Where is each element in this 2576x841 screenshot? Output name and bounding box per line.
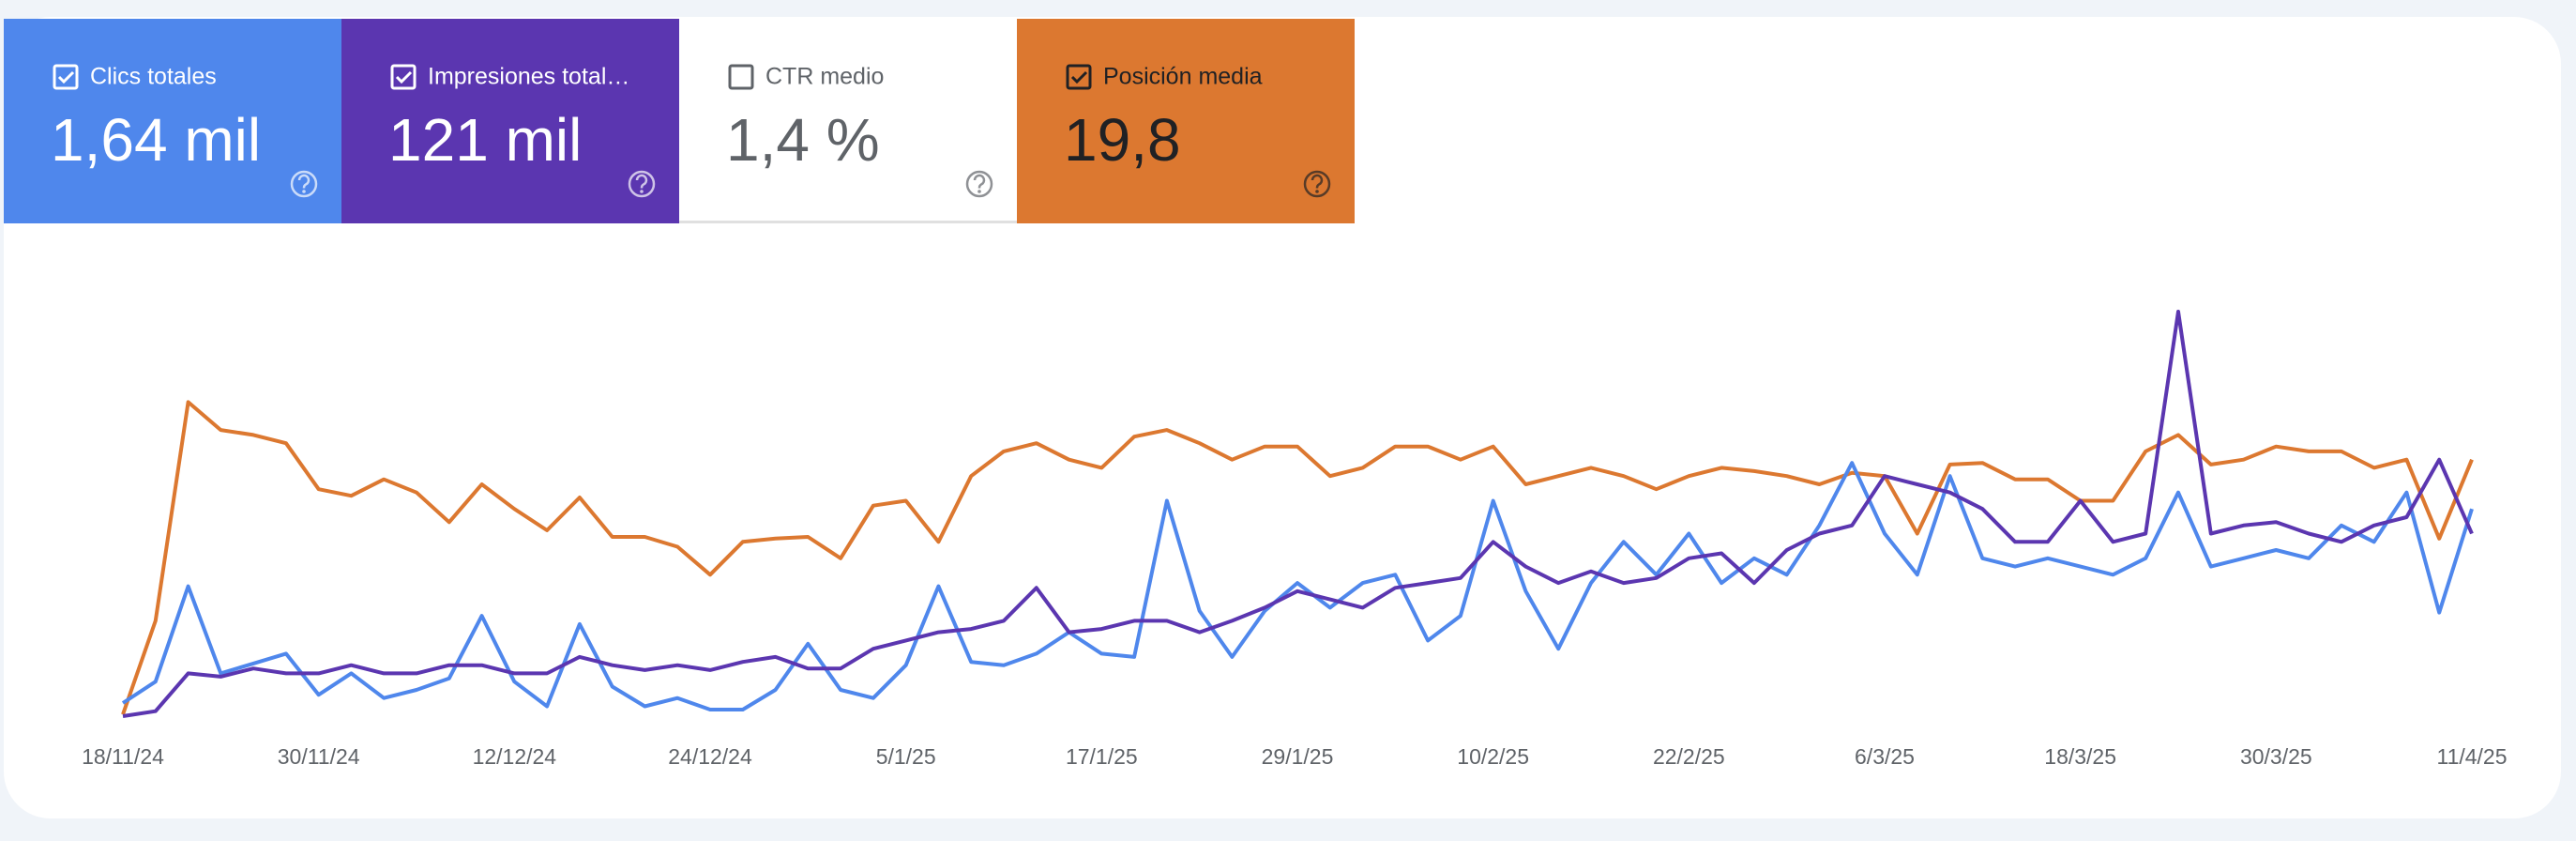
check-mark [395,70,413,84]
help-icon[interactable] [965,170,993,198]
help-icon[interactable] [1303,170,1331,198]
card-bg [679,19,1017,223]
card-border [679,221,1017,223]
series-line [121,461,2474,711]
help-dot [977,190,981,193]
help-dot [1315,190,1319,193]
check-mark [1070,70,1088,84]
chart: 18/11/24 30/11/24 12/12/24 24/12/24 5/1/25 17… [82,310,2508,769]
help-icon[interactable] [290,170,318,198]
help-dot [302,190,306,193]
x-tick-label: 30/3/25 [2240,744,2312,769]
card-bg [1017,19,1355,223]
metric-value: 1,4 % [726,106,880,174]
x-tick-label: 29/1/25 [1262,744,1334,769]
help-glyph [973,174,986,189]
x-tick-label: 6/3/25 [1855,744,1915,769]
x-tick-label: 17/1/25 [1066,744,1138,769]
x-tick-label: 18/11/24 [82,744,164,769]
metric-card[interactable]: CTR medio 1,4 % [679,19,1017,223]
x-tick-label: 24/12/24 [668,744,752,769]
help-glyph [1311,174,1324,189]
card-bg [4,19,341,223]
metric-value: 19,8 [1064,106,1181,174]
x-tick-label: 22/2/25 [1653,744,1725,769]
help-glyph [297,174,311,189]
series-line [122,310,2474,718]
x-tick-label: 30/11/24 [278,744,360,769]
check-mark [57,70,75,84]
metric-card[interactable]: Impresiones total… 121 mil [341,19,679,223]
metric-card[interactable]: Posición media 19,8 [1017,19,1355,223]
metric-value: 1,64 mil [51,106,261,174]
x-tick-label: 10/2/25 [1457,744,1529,769]
x-tick-label: 11/4/25 [2436,744,2507,769]
x-tick-label: 12/12/24 [473,744,557,769]
checkbox[interactable] [53,64,79,90]
metric-value: 121 mil [388,106,582,174]
metric-label: Impresiones total… [428,64,629,90]
help-dot [640,190,644,193]
help-icon[interactable] [628,170,656,198]
checkbox[interactable] [390,64,417,90]
x-tick-label: 5/1/25 [876,744,936,769]
card-bg [341,19,679,223]
checkbox[interactable] [1066,64,1092,90]
x-tick-label: 18/3/25 [2044,744,2116,769]
metric-label: Clics totales [90,64,217,90]
metric-label: CTR medio [765,64,884,90]
checkbox[interactable] [728,64,754,90]
metric-label: Posición media [1103,64,1263,90]
metric-card[interactable]: Clics totales 1,64 mil [4,19,341,223]
help-glyph [635,174,648,189]
metric-cards: Clics totales 1,64 mil Impresiones total… 1… [4,19,1355,223]
